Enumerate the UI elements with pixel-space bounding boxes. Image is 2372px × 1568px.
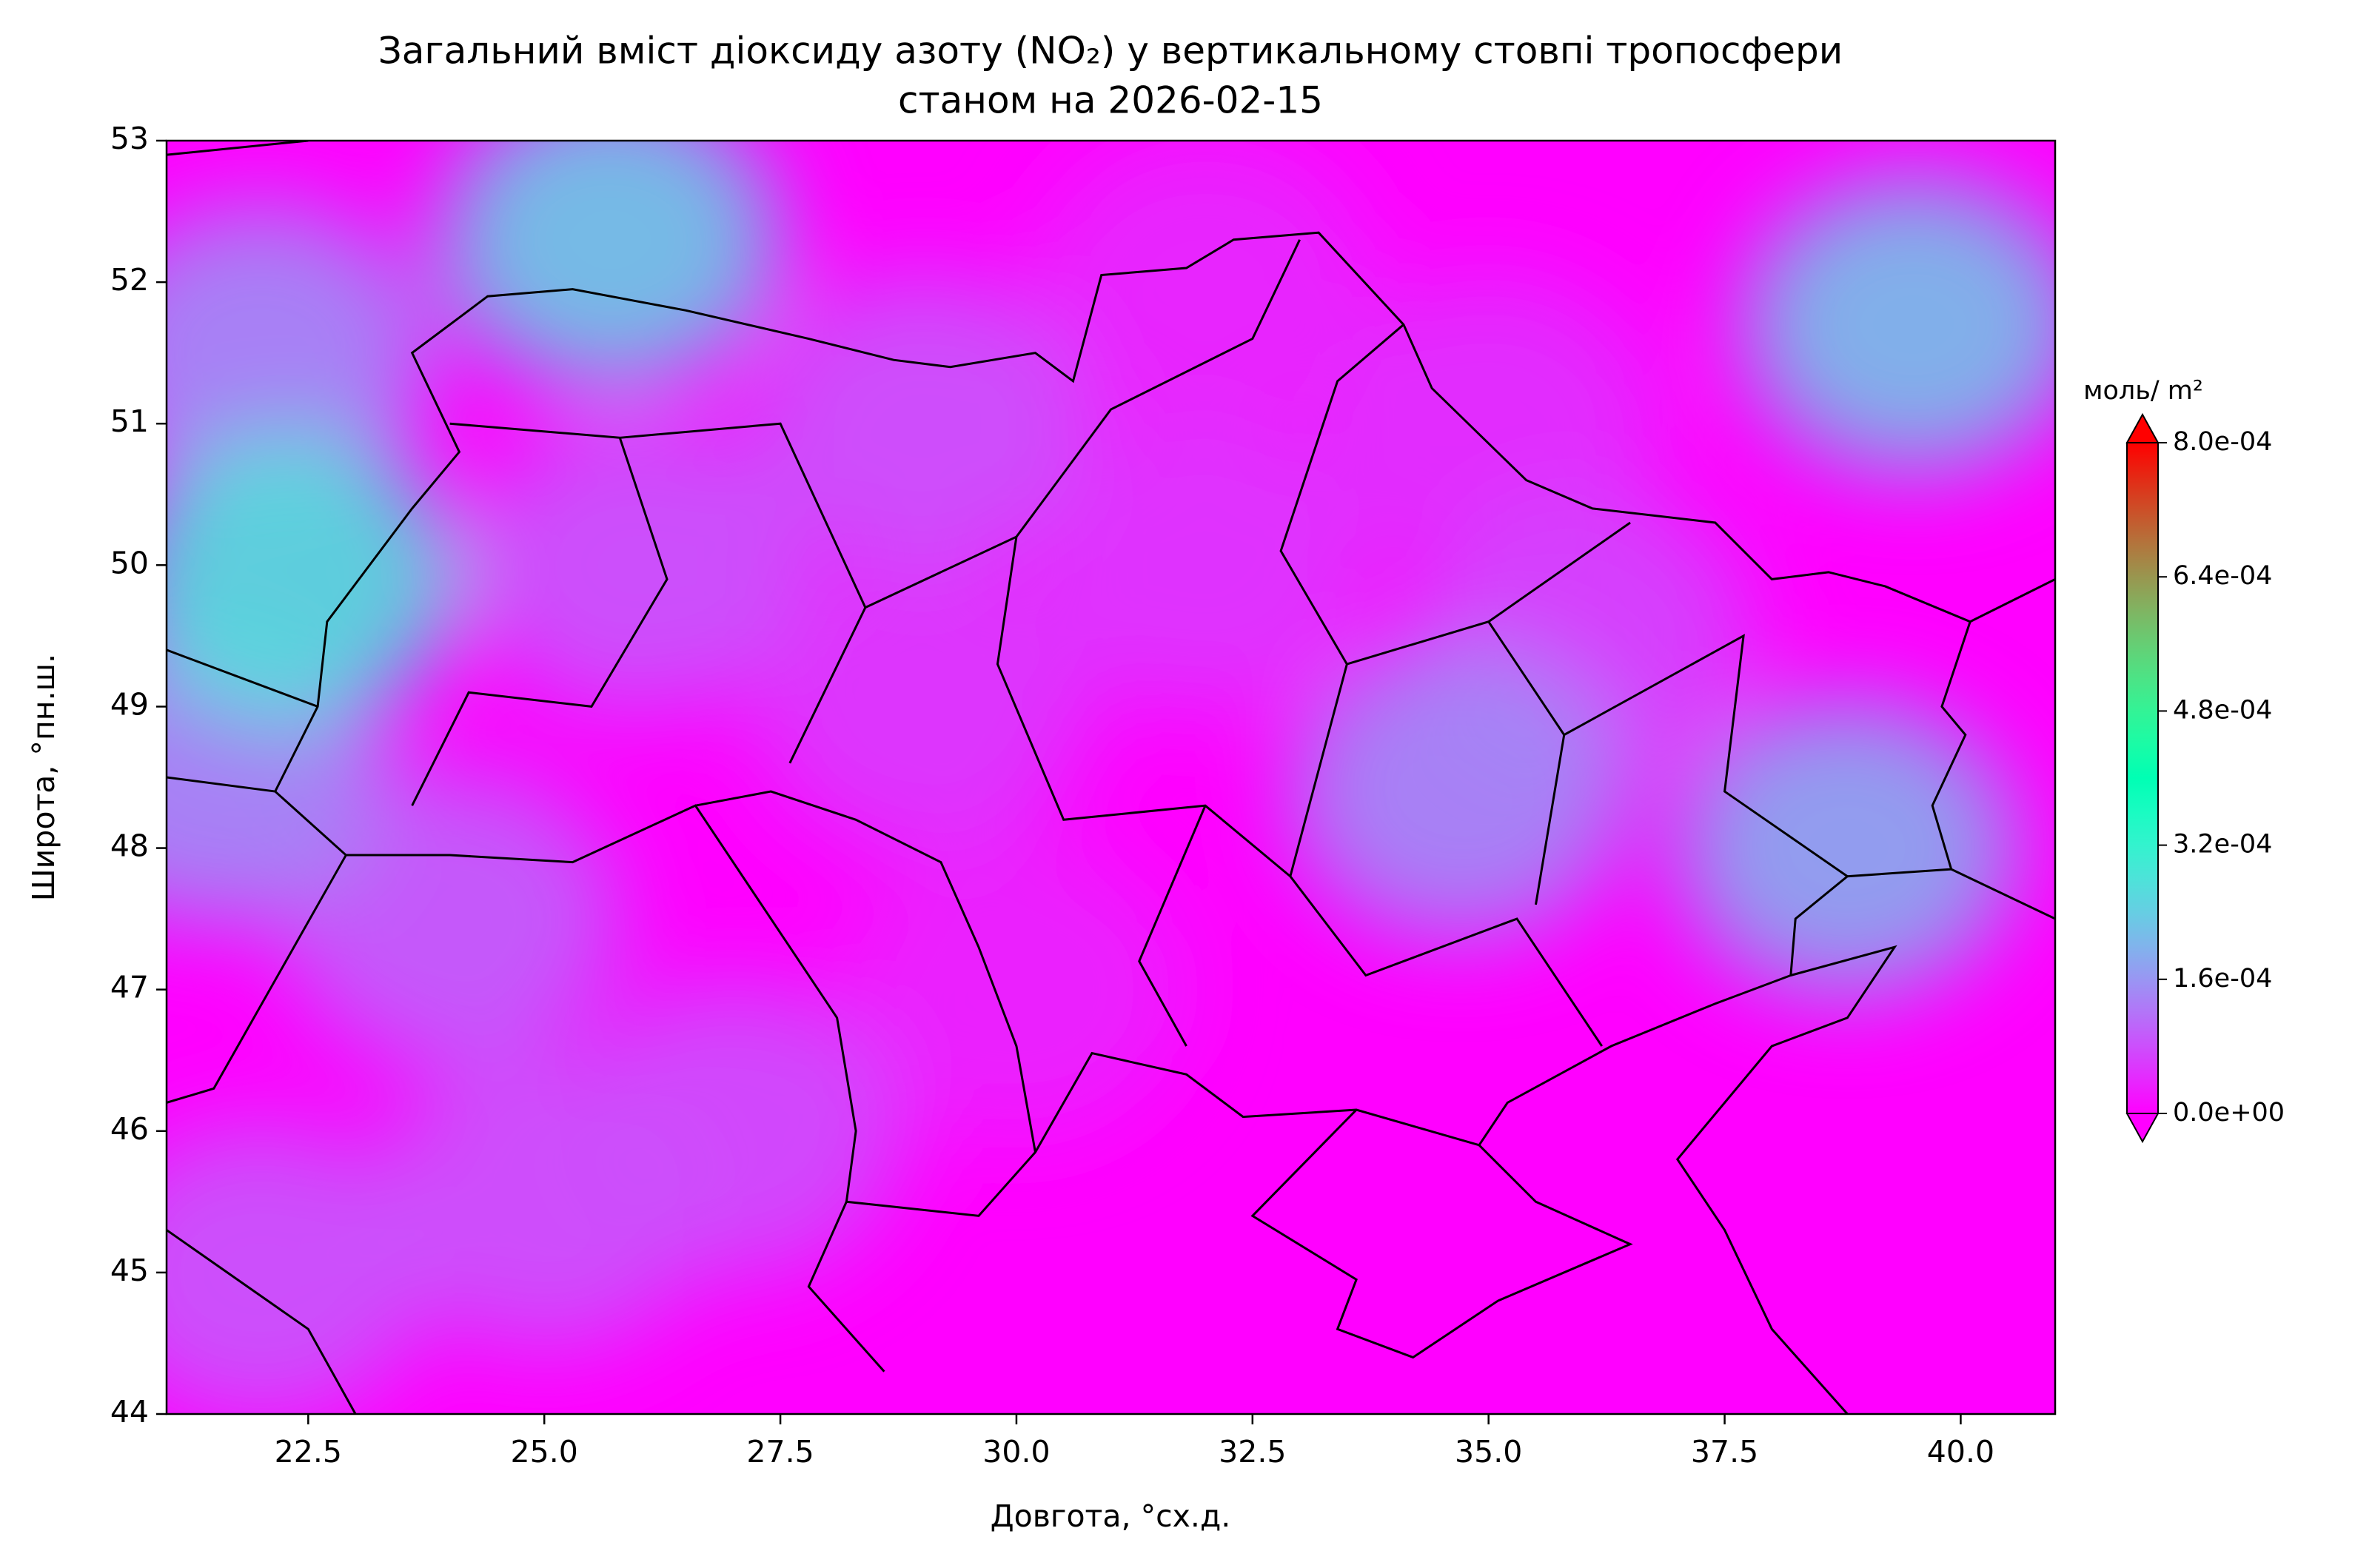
x-tick-label: 27.5	[746, 1434, 814, 1470]
colorbar-fill	[2127, 443, 2158, 1113]
axes: 22.5 25.0 27.5 30.0 32.5 35.0 37.5 40.0 44 45 46 47…	[110, 121, 1994, 1470]
y-tick-label: 51	[110, 403, 149, 439]
colorbar-frame	[2126, 442, 2159, 1114]
field-samples	[167, 141, 2055, 1414]
x-tick-label: 37.5	[1691, 1434, 1758, 1470]
colorbar-tick-label: 3.2e-04	[2173, 830, 2272, 860]
field-sample	[1743, 176, 2055, 473]
field-sample	[751, 558, 1093, 855]
plot-frame	[165, 139, 2057, 1415]
field-sample	[751, 275, 1093, 572]
country-border	[167, 141, 2055, 1414]
chart-subtitle: станом на 2026-02-15	[898, 79, 1323, 122]
y-tick-label: 47	[110, 970, 149, 1005]
x-axis-label: Довгота, °сх.д.	[991, 1498, 1231, 1534]
x-tick-label: 40.0	[1927, 1434, 1994, 1470]
crimea-border	[1253, 1110, 1630, 1357]
x-tick-label: 22.5	[275, 1434, 342, 1470]
borders	[167, 141, 2055, 1414]
y-tick-label: 53	[110, 121, 149, 156]
y-tick-label: 44	[110, 1394, 149, 1430]
colorbar: 0.0e+00 1.6e-04 3.2e-04 4.8e-04 6.4e-04 8.0e-…	[2125, 412, 2285, 1144]
colorbar-extend-max	[2125, 412, 2160, 443]
y-tick-label: 50	[110, 545, 149, 580]
x-tick-label: 32.5	[1219, 1434, 1286, 1470]
chart-title: Загальний вміст діоксиду азоту (NO₂) у в…	[378, 30, 1843, 73]
field	[167, 141, 2055, 1414]
y-tick-label: 45	[110, 1253, 149, 1288]
colorbar-tick-label: 8.0e-04	[2173, 427, 2272, 457]
colorbar-tick-label: 0.0e+00	[2173, 1098, 2285, 1128]
y-axis-label: Широта, °пн.ш.	[26, 654, 61, 901]
region-border	[412, 240, 1848, 1046]
y-tick-label: 48	[110, 828, 149, 864]
y-tick-label: 52	[110, 262, 149, 298]
field-sample	[167, 204, 432, 501]
y-tick-label: 49	[110, 686, 149, 722]
x-tick-label: 35.0	[1455, 1434, 1522, 1470]
colorbar-tick-label: 1.6e-04	[2173, 964, 2272, 994]
x-tick-label: 25.0	[511, 1434, 578, 1470]
field-sample	[167, 1124, 432, 1414]
field-sample	[440, 141, 781, 388]
colorbar-tick-label: 4.8e-04	[2173, 695, 2272, 725]
field-sample	[1035, 417, 1376, 714]
field-sample	[167, 431, 460, 728]
colorbar-tick-label: 6.4e-04	[2173, 561, 2272, 591]
field-sample	[468, 417, 809, 714]
field-sample	[1677, 700, 2018, 996]
y-tick-label: 46	[110, 1111, 149, 1147]
field-sample	[1290, 643, 1631, 940]
field-sample	[563, 982, 904, 1279]
x-tick-label: 30.0	[982, 1434, 1050, 1470]
colorbar-extend-min	[2125, 1113, 2160, 1144]
field-sample	[845, 841, 1187, 1138]
colorbar-label: моль/ m²	[2083, 376, 2203, 406]
field-sample	[1035, 141, 1376, 431]
